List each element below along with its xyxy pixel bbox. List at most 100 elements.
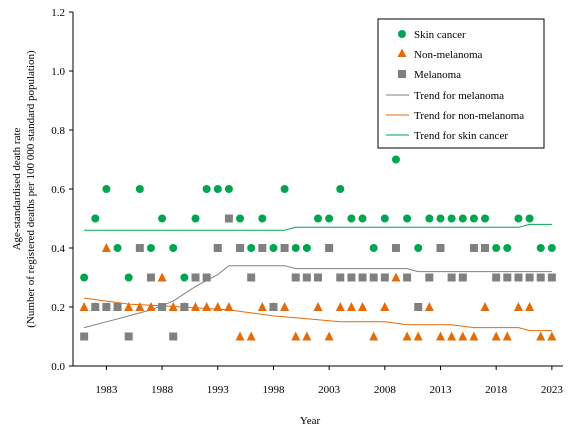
y-axis-title-line1: Age-standardised death rate bbox=[11, 127, 23, 250]
non-melanoma-point bbox=[157, 272, 167, 282]
non-melanoma-point bbox=[280, 302, 290, 311]
x-tick-label: 1993 bbox=[207, 384, 230, 396]
non-melanoma-point bbox=[447, 331, 457, 341]
melanoma-point bbox=[492, 273, 501, 282]
legend-label-non-melanoma: Non-melanoma bbox=[414, 49, 483, 61]
melanoma-point bbox=[135, 244, 144, 252]
y-tick-label: 1.0 bbox=[51, 66, 65, 78]
y-tick-label: 0.2 bbox=[51, 302, 65, 314]
skin-cancer-point bbox=[547, 244, 556, 252]
non-melanoma-point bbox=[135, 302, 145, 311]
skin-cancer-point bbox=[247, 244, 256, 252]
non-melanoma-point bbox=[291, 331, 301, 341]
skin-cancer-point bbox=[302, 244, 311, 252]
non-melanoma-point bbox=[302, 331, 312, 341]
melanoma-point bbox=[236, 244, 245, 252]
skin-cancer-point bbox=[380, 214, 389, 223]
non-melanoma-point bbox=[458, 331, 468, 341]
skin-cancer-point bbox=[202, 185, 211, 193]
melanoma-point bbox=[514, 273, 523, 282]
data-markers bbox=[79, 155, 557, 341]
melanoma-point bbox=[202, 273, 211, 282]
non-melanoma-point bbox=[79, 302, 89, 311]
legend-label-skin-cancer: Skin cancer bbox=[414, 29, 466, 41]
non-melanoma-point bbox=[324, 331, 334, 341]
melanoma-point bbox=[547, 273, 556, 282]
melanoma-point bbox=[347, 273, 356, 282]
skin-cancer-point bbox=[224, 185, 233, 193]
non-melanoma-point bbox=[502, 331, 512, 341]
melanoma-point bbox=[91, 303, 100, 311]
skin-cancer-point bbox=[291, 244, 300, 252]
x-tick-label: 2003 bbox=[318, 384, 341, 396]
non-melanoma-point bbox=[402, 331, 412, 341]
melanoma-point bbox=[191, 273, 200, 282]
melanoma-point bbox=[258, 244, 267, 252]
skin-cancer-point bbox=[347, 214, 356, 223]
skin-cancer-point bbox=[258, 214, 267, 223]
non-melanoma-point bbox=[391, 272, 401, 282]
skin-cancer-point bbox=[314, 214, 322, 223]
non-melanoma-point bbox=[413, 331, 423, 341]
non-melanoma-point bbox=[202, 302, 212, 311]
skin-cancer-point bbox=[336, 185, 345, 193]
melanoma-point bbox=[224, 214, 233, 223]
skin-cancer-point bbox=[525, 214, 534, 223]
x-axis-ticks: 1983 1988 1993 1998 2003 2008 2013 2018 2023 bbox=[95, 366, 563, 396]
skin-cancer-point bbox=[135, 185, 144, 193]
skin-cancer-point bbox=[269, 244, 278, 252]
melanoma-point bbox=[469, 244, 478, 252]
non-melanoma-point bbox=[346, 302, 356, 311]
melanoma-point bbox=[113, 303, 122, 311]
skin-cancer-point bbox=[503, 244, 512, 252]
skin-cancer-point bbox=[91, 214, 100, 223]
non-melanoma-point bbox=[124, 302, 134, 311]
skin-cancer-point bbox=[180, 273, 189, 282]
x-tick-label: 1998 bbox=[262, 384, 285, 396]
melanoma-point bbox=[180, 303, 189, 311]
melanoma-point bbox=[169, 332, 178, 341]
x-tick-label: 2018 bbox=[485, 384, 508, 396]
melanoma-point bbox=[325, 244, 334, 252]
melanoma-point bbox=[269, 303, 278, 311]
y-tick-label: 1.2 bbox=[51, 7, 65, 19]
trend-lines bbox=[83, 223, 552, 332]
melanoma-point bbox=[458, 273, 467, 282]
melanoma-point bbox=[80, 332, 89, 341]
non-melanoma-point bbox=[491, 331, 501, 341]
non-melanoma-point bbox=[424, 302, 434, 311]
melanoma-point bbox=[425, 273, 434, 282]
skin-cancer-point bbox=[414, 244, 423, 252]
legend-label-trend-skin-cancer: Trend for skin cancer bbox=[414, 130, 508, 142]
skin-cancer-point bbox=[102, 185, 111, 193]
y-axis-title-line2: (Number of registered deaths per 100 000… bbox=[25, 50, 37, 328]
melanoma-point bbox=[414, 303, 423, 311]
skin-cancer-point bbox=[514, 214, 523, 223]
melanoma-point bbox=[158, 303, 167, 311]
melanoma-point bbox=[124, 332, 133, 341]
non-melanoma-point bbox=[168, 302, 178, 311]
melanoma-point bbox=[302, 273, 311, 282]
skin-cancer-point bbox=[325, 214, 334, 223]
non-melanoma-point bbox=[191, 302, 200, 311]
x-tick-label: 1983 bbox=[95, 384, 118, 396]
melanoma-point bbox=[102, 303, 111, 311]
skin-cancer-point bbox=[425, 214, 434, 223]
x-tick-label: 2013 bbox=[430, 384, 453, 396]
melanoma-point bbox=[525, 273, 534, 282]
non-melanoma-point bbox=[469, 331, 479, 341]
non-melanoma-point bbox=[358, 302, 368, 311]
y-tick-label: 0.8 bbox=[51, 125, 65, 137]
melanoma-point bbox=[247, 273, 256, 282]
melanoma-point bbox=[213, 244, 222, 252]
legend-label-trend-non-melanoma: Trend for non-melanoma bbox=[414, 110, 524, 122]
melanoma-point bbox=[369, 273, 378, 282]
skin-cancer-point bbox=[146, 244, 155, 252]
legend-label-melanoma: Melanoma bbox=[414, 69, 461, 81]
skin-cancer-point bbox=[80, 273, 89, 282]
skin-cancer-point bbox=[280, 185, 289, 193]
skin-cancer-point bbox=[191, 214, 200, 223]
non-melanoma-point bbox=[547, 331, 557, 341]
melanoma-point bbox=[336, 273, 345, 282]
